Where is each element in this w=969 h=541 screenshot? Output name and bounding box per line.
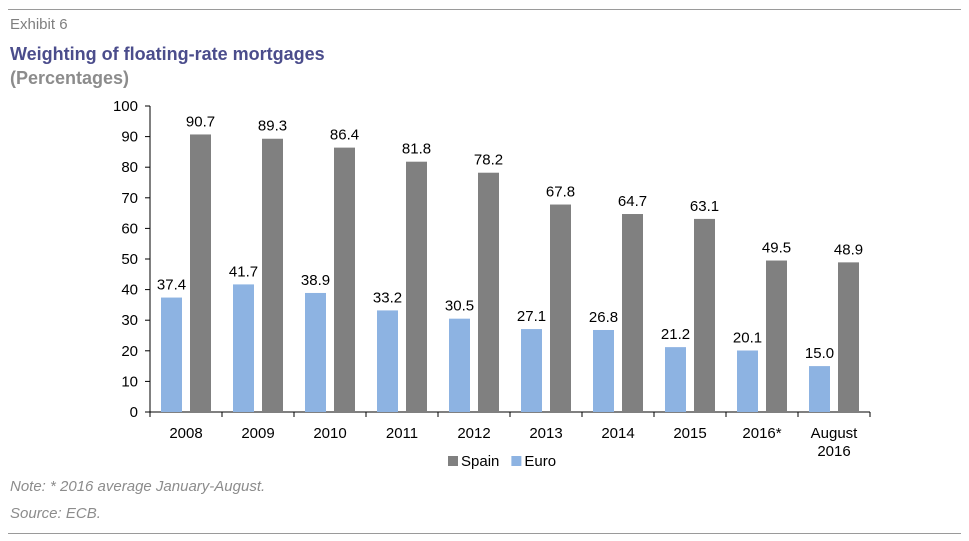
y-tick-label: 30 <box>121 312 138 329</box>
spain-bar <box>766 260 787 412</box>
y-tick-label: 40 <box>121 282 138 299</box>
y-tick-label: 90 <box>121 129 138 146</box>
exhibit-label: Exhibit 6 <box>10 16 68 33</box>
euro-value-label: 33.2 <box>373 289 402 306</box>
x-category-label: August <box>811 425 859 442</box>
x-category-label: 2014 <box>601 425 634 442</box>
euro-bar <box>377 310 398 412</box>
x-category-label: 2015 <box>673 425 706 442</box>
spain-value-label: 49.5 <box>762 240 791 257</box>
euro-value-label: 38.9 <box>301 272 330 289</box>
euro-value-label: 21.2 <box>661 326 690 343</box>
euro-value-label: 27.1 <box>517 308 546 325</box>
spain-value-label: 64.7 <box>618 193 647 210</box>
legend-swatch-spain <box>448 456 458 466</box>
spain-bar <box>694 218 715 412</box>
chart-note: Note: * 2016 average January-August. <box>10 478 266 495</box>
euro-bar <box>521 329 542 412</box>
chart-source: Source: ECB. <box>10 505 101 522</box>
x-category-label: 2013 <box>529 425 562 442</box>
x-category-label: 2010 <box>313 425 346 442</box>
spain-bar <box>406 161 427 412</box>
euro-value-label: 41.7 <box>229 263 258 280</box>
y-tick-label: 80 <box>121 159 138 176</box>
x-category-label: 2012 <box>457 425 490 442</box>
y-tick-label: 20 <box>121 343 138 360</box>
y-tick-label: 50 <box>121 251 138 268</box>
spain-bar <box>190 134 211 412</box>
spain-value-label: 89.3 <box>258 118 287 135</box>
spain-bar <box>838 262 859 412</box>
y-tick-label: 70 <box>121 190 138 207</box>
euro-value-label: 30.5 <box>445 298 474 315</box>
spain-bar <box>262 138 283 412</box>
spain-value-label: 81.8 <box>402 141 431 158</box>
spain-bar <box>622 214 643 412</box>
euro-value-label: 37.4 <box>157 277 186 294</box>
spain-bar <box>478 172 499 412</box>
euro-value-label: 15.0 <box>805 345 834 362</box>
euro-bar <box>161 297 182 412</box>
euro-bar <box>233 284 254 412</box>
spain-value-label: 67.8 <box>546 184 575 201</box>
chart-subtitle: (Percentages) <box>10 68 130 88</box>
y-tick-label: 100 <box>113 98 138 115</box>
euro-bar <box>737 350 758 412</box>
euro-bar <box>593 329 614 412</box>
bottom-rule <box>8 533 961 534</box>
euro-value-label: 26.8 <box>589 309 618 326</box>
legend-label-euro: Euro <box>524 453 556 470</box>
x-category-label: 2011 <box>386 425 418 442</box>
spain-value-label: 48.9 <box>834 241 863 258</box>
spain-value-label: 90.7 <box>186 113 215 130</box>
chart-title: Weighting of floating-rate mortgages <box>10 44 325 64</box>
spain-value-label: 86.4 <box>330 127 359 144</box>
x-category-label: 2009 <box>241 425 274 442</box>
euro-bar <box>665 347 686 412</box>
spain-value-label: 78.2 <box>474 152 503 169</box>
y-tick-label: 10 <box>121 373 138 390</box>
legend-label-spain: Spain <box>461 453 499 470</box>
legend-swatch-euro <box>511 456 522 466</box>
euro-bar <box>809 366 830 412</box>
x-category-label: 2016 <box>817 443 850 460</box>
top-rule <box>8 9 961 10</box>
y-tick-label: 0 <box>130 404 138 421</box>
spain-bar <box>334 147 355 412</box>
spain-bar <box>550 204 571 412</box>
x-category-label: 2016* <box>742 425 781 442</box>
spain-value-label: 63.1 <box>690 198 719 215</box>
euro-bar <box>305 292 326 412</box>
x-category-label: 2008 <box>169 425 202 442</box>
euro-value-label: 20.1 <box>733 329 762 346</box>
y-tick-label: 60 <box>121 220 138 237</box>
euro-bar <box>449 318 470 412</box>
